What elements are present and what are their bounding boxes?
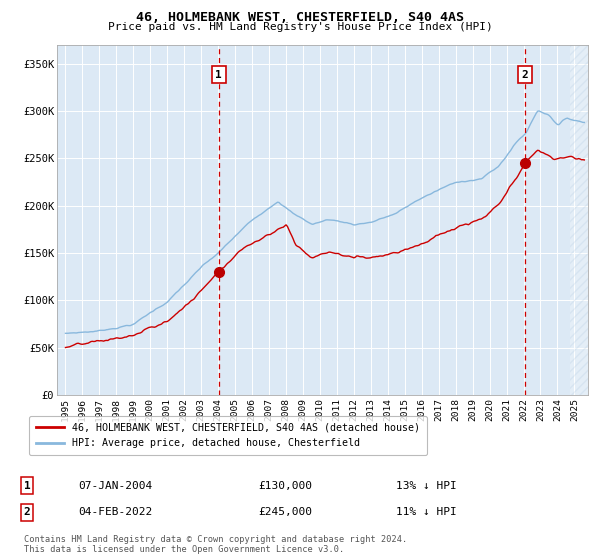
Text: 1: 1 [23, 480, 31, 491]
Text: 1: 1 [215, 69, 222, 80]
Text: Price paid vs. HM Land Registry's House Price Index (HPI): Price paid vs. HM Land Registry's House … [107, 22, 493, 32]
Text: 07-JAN-2004: 07-JAN-2004 [78, 480, 152, 491]
Legend: 46, HOLMEBANK WEST, CHESTERFIELD, S40 4AS (detached house), HPI: Average price, : 46, HOLMEBANK WEST, CHESTERFIELD, S40 4A… [29, 416, 427, 455]
Text: 2: 2 [521, 69, 529, 80]
Text: £130,000: £130,000 [258, 480, 312, 491]
Text: 11% ↓ HPI: 11% ↓ HPI [396, 507, 457, 517]
Text: 46, HOLMEBANK WEST, CHESTERFIELD, S40 4AS: 46, HOLMEBANK WEST, CHESTERFIELD, S40 4A… [136, 11, 464, 24]
Text: 04-FEB-2022: 04-FEB-2022 [78, 507, 152, 517]
Text: 13% ↓ HPI: 13% ↓ HPI [396, 480, 457, 491]
Text: 2: 2 [23, 507, 31, 517]
Bar [570, 45, 596, 395]
Text: Contains HM Land Registry data © Crown copyright and database right 2024.
This d: Contains HM Land Registry data © Crown c… [24, 535, 407, 554]
Text: £245,000: £245,000 [258, 507, 312, 517]
